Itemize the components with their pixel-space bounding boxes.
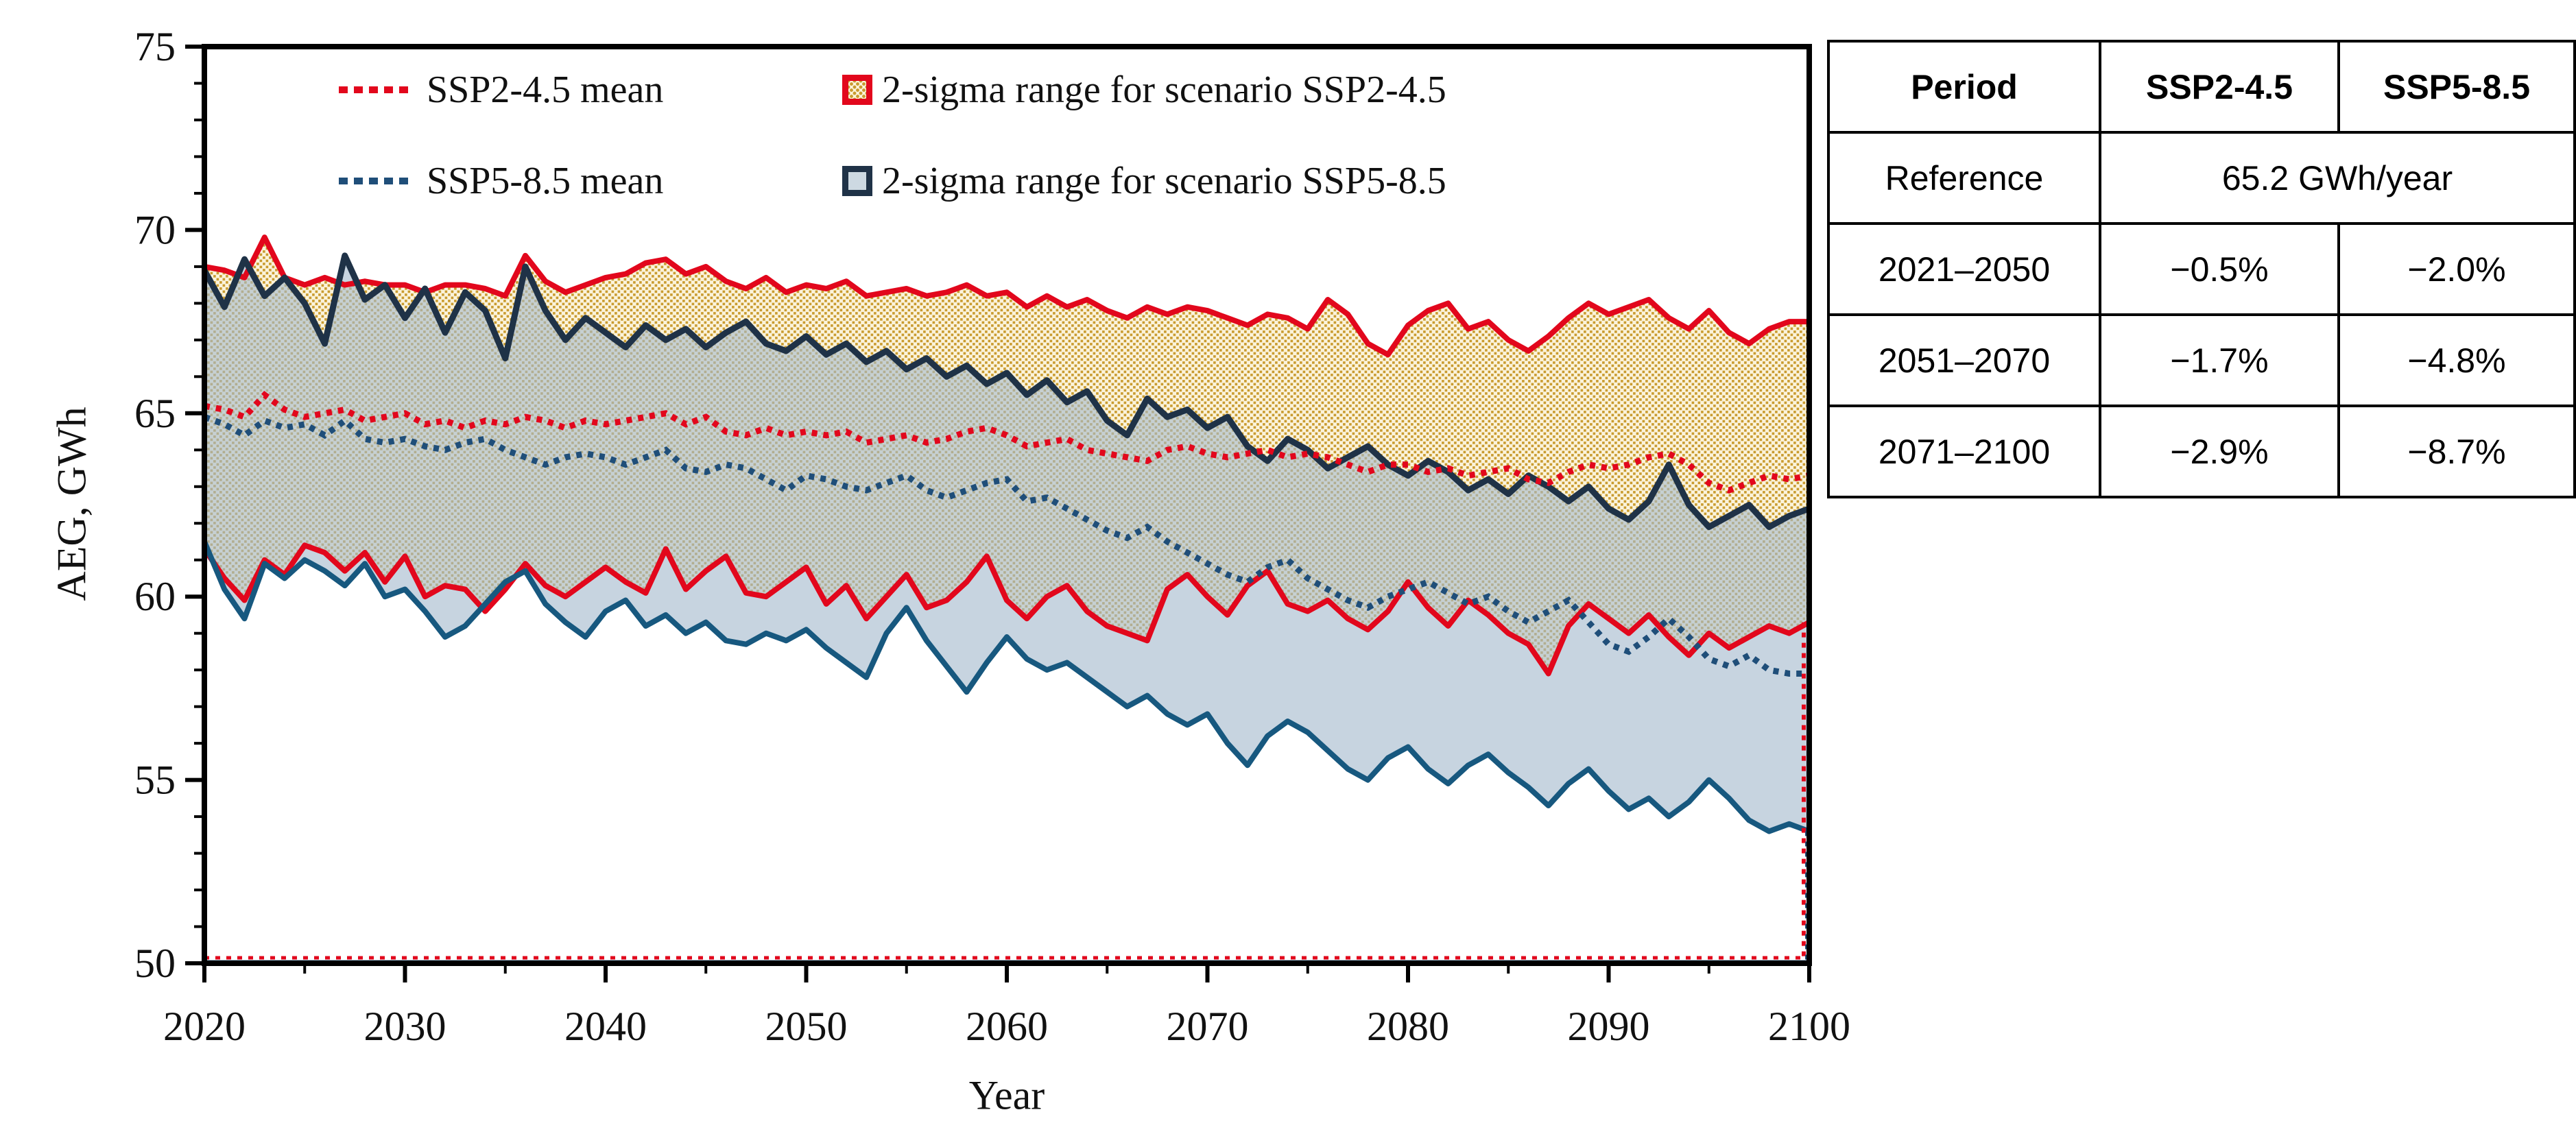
ssp585-mean-line bbox=[204, 413, 1809, 677]
legend-item-ssp585-range: 2-sigma range for scenario SSP5-8.5 bbox=[842, 160, 1446, 202]
ssp245-cell: −0.5% bbox=[2099, 222, 2340, 316]
svg-text:2050: 2050 bbox=[765, 1004, 848, 1049]
plot-area bbox=[204, 234, 1809, 963]
ssp585-band bbox=[204, 255, 1809, 832]
svg-text:2070: 2070 bbox=[1167, 1004, 1249, 1049]
svg-text:75: 75 bbox=[134, 24, 176, 69]
navy-blue-patch-icon bbox=[842, 166, 872, 196]
ssp245-lower-line bbox=[204, 542, 1809, 677]
svg-text:55: 55 bbox=[134, 758, 176, 803]
blue-dotted-line-icon bbox=[339, 178, 410, 184]
ssp585-upper-line bbox=[204, 252, 1809, 531]
axis-tick-labels: 50 55 60 65 70 75 2020 2030 2040 2050 2060 2070 2080… bbox=[134, 24, 1850, 1049]
header-ssp245: SSP2-4.5 bbox=[2099, 40, 2340, 134]
ssp245-cell: −2.9% bbox=[2099, 405, 2340, 498]
y-axis-title: AEG, GWh bbox=[49, 407, 95, 601]
x-axis-title: Year bbox=[968, 1072, 1045, 1118]
header-ssp585: SSP5-8.5 bbox=[2337, 40, 2576, 134]
ssp585-lower-line bbox=[204, 540, 1809, 834]
svg-text:70: 70 bbox=[134, 207, 176, 252]
table-row-reference: Reference 65.2 GWh/year bbox=[1827, 131, 2576, 225]
legend-label: SSP2-4.5 mean bbox=[427, 69, 664, 111]
red-dotted-line-icon bbox=[339, 86, 410, 93]
svg-text:60: 60 bbox=[134, 574, 176, 619]
period-cell: 2071–2100 bbox=[1827, 405, 2101, 498]
ssp585-cell: −4.8% bbox=[2337, 313, 2576, 407]
svg-text:2080: 2080 bbox=[1367, 1004, 1449, 1049]
ssp585-cell: −8.7% bbox=[2337, 405, 2576, 498]
period-cell: 2021–2050 bbox=[1827, 222, 2101, 316]
legend-label: 2-sigma range for scenario SSP2-4.5 bbox=[882, 69, 1446, 111]
svg-text:2100: 2100 bbox=[1768, 1004, 1850, 1049]
period-cell: 2051–2070 bbox=[1827, 313, 2101, 407]
svg-text:2020: 2020 bbox=[163, 1004, 246, 1049]
reference-label: Reference bbox=[1827, 131, 2101, 225]
summary-table: Period SSP2-4.5 SSP5-8.5 Reference 65.2 … bbox=[1827, 40, 2576, 498]
legend-item-ssp245-mean: SSP2-4.5 mean bbox=[339, 69, 664, 111]
svg-text:50: 50 bbox=[134, 941, 176, 986]
svg-text:2030: 2030 bbox=[364, 1004, 446, 1049]
header-period: Period bbox=[1827, 40, 2101, 134]
table-header-row: Period SSP2-4.5 SSP5-8.5 bbox=[1827, 40, 2576, 134]
ssp245-cell: −1.7% bbox=[2099, 313, 2340, 407]
svg-text:2040: 2040 bbox=[564, 1004, 647, 1049]
reference-value: 65.2 GWh/year bbox=[2099, 131, 2576, 225]
axis-ticks bbox=[185, 45, 1811, 982]
ssp245-upper-line bbox=[204, 234, 1809, 358]
ssp585-cell: −2.0% bbox=[2337, 222, 2576, 316]
svg-text:2060: 2060 bbox=[966, 1004, 1048, 1049]
legend-label: 2-sigma range for scenario SSP5-8.5 bbox=[882, 160, 1446, 202]
legend-item-ssp245-range: 2-sigma range for scenario SSP2-4.5 bbox=[842, 69, 1446, 111]
table-row: 2021–2050 −0.5% −2.0% bbox=[1827, 222, 2576, 316]
ssp245-mean-line bbox=[204, 391, 1809, 494]
table-row: 2051–2070 −1.7% −4.8% bbox=[1827, 313, 2576, 407]
table-row: 2071–2100 −2.9% −8.7% bbox=[1827, 405, 2576, 498]
svg-text:65: 65 bbox=[134, 391, 176, 436]
legend-item-ssp585-mean: SSP5-8.5 mean bbox=[339, 160, 664, 202]
red-dotted-patch-icon bbox=[842, 75, 872, 105]
svg-text:2090: 2090 bbox=[1568, 1004, 1650, 1049]
legend-label: SSP5-8.5 mean bbox=[427, 160, 664, 202]
